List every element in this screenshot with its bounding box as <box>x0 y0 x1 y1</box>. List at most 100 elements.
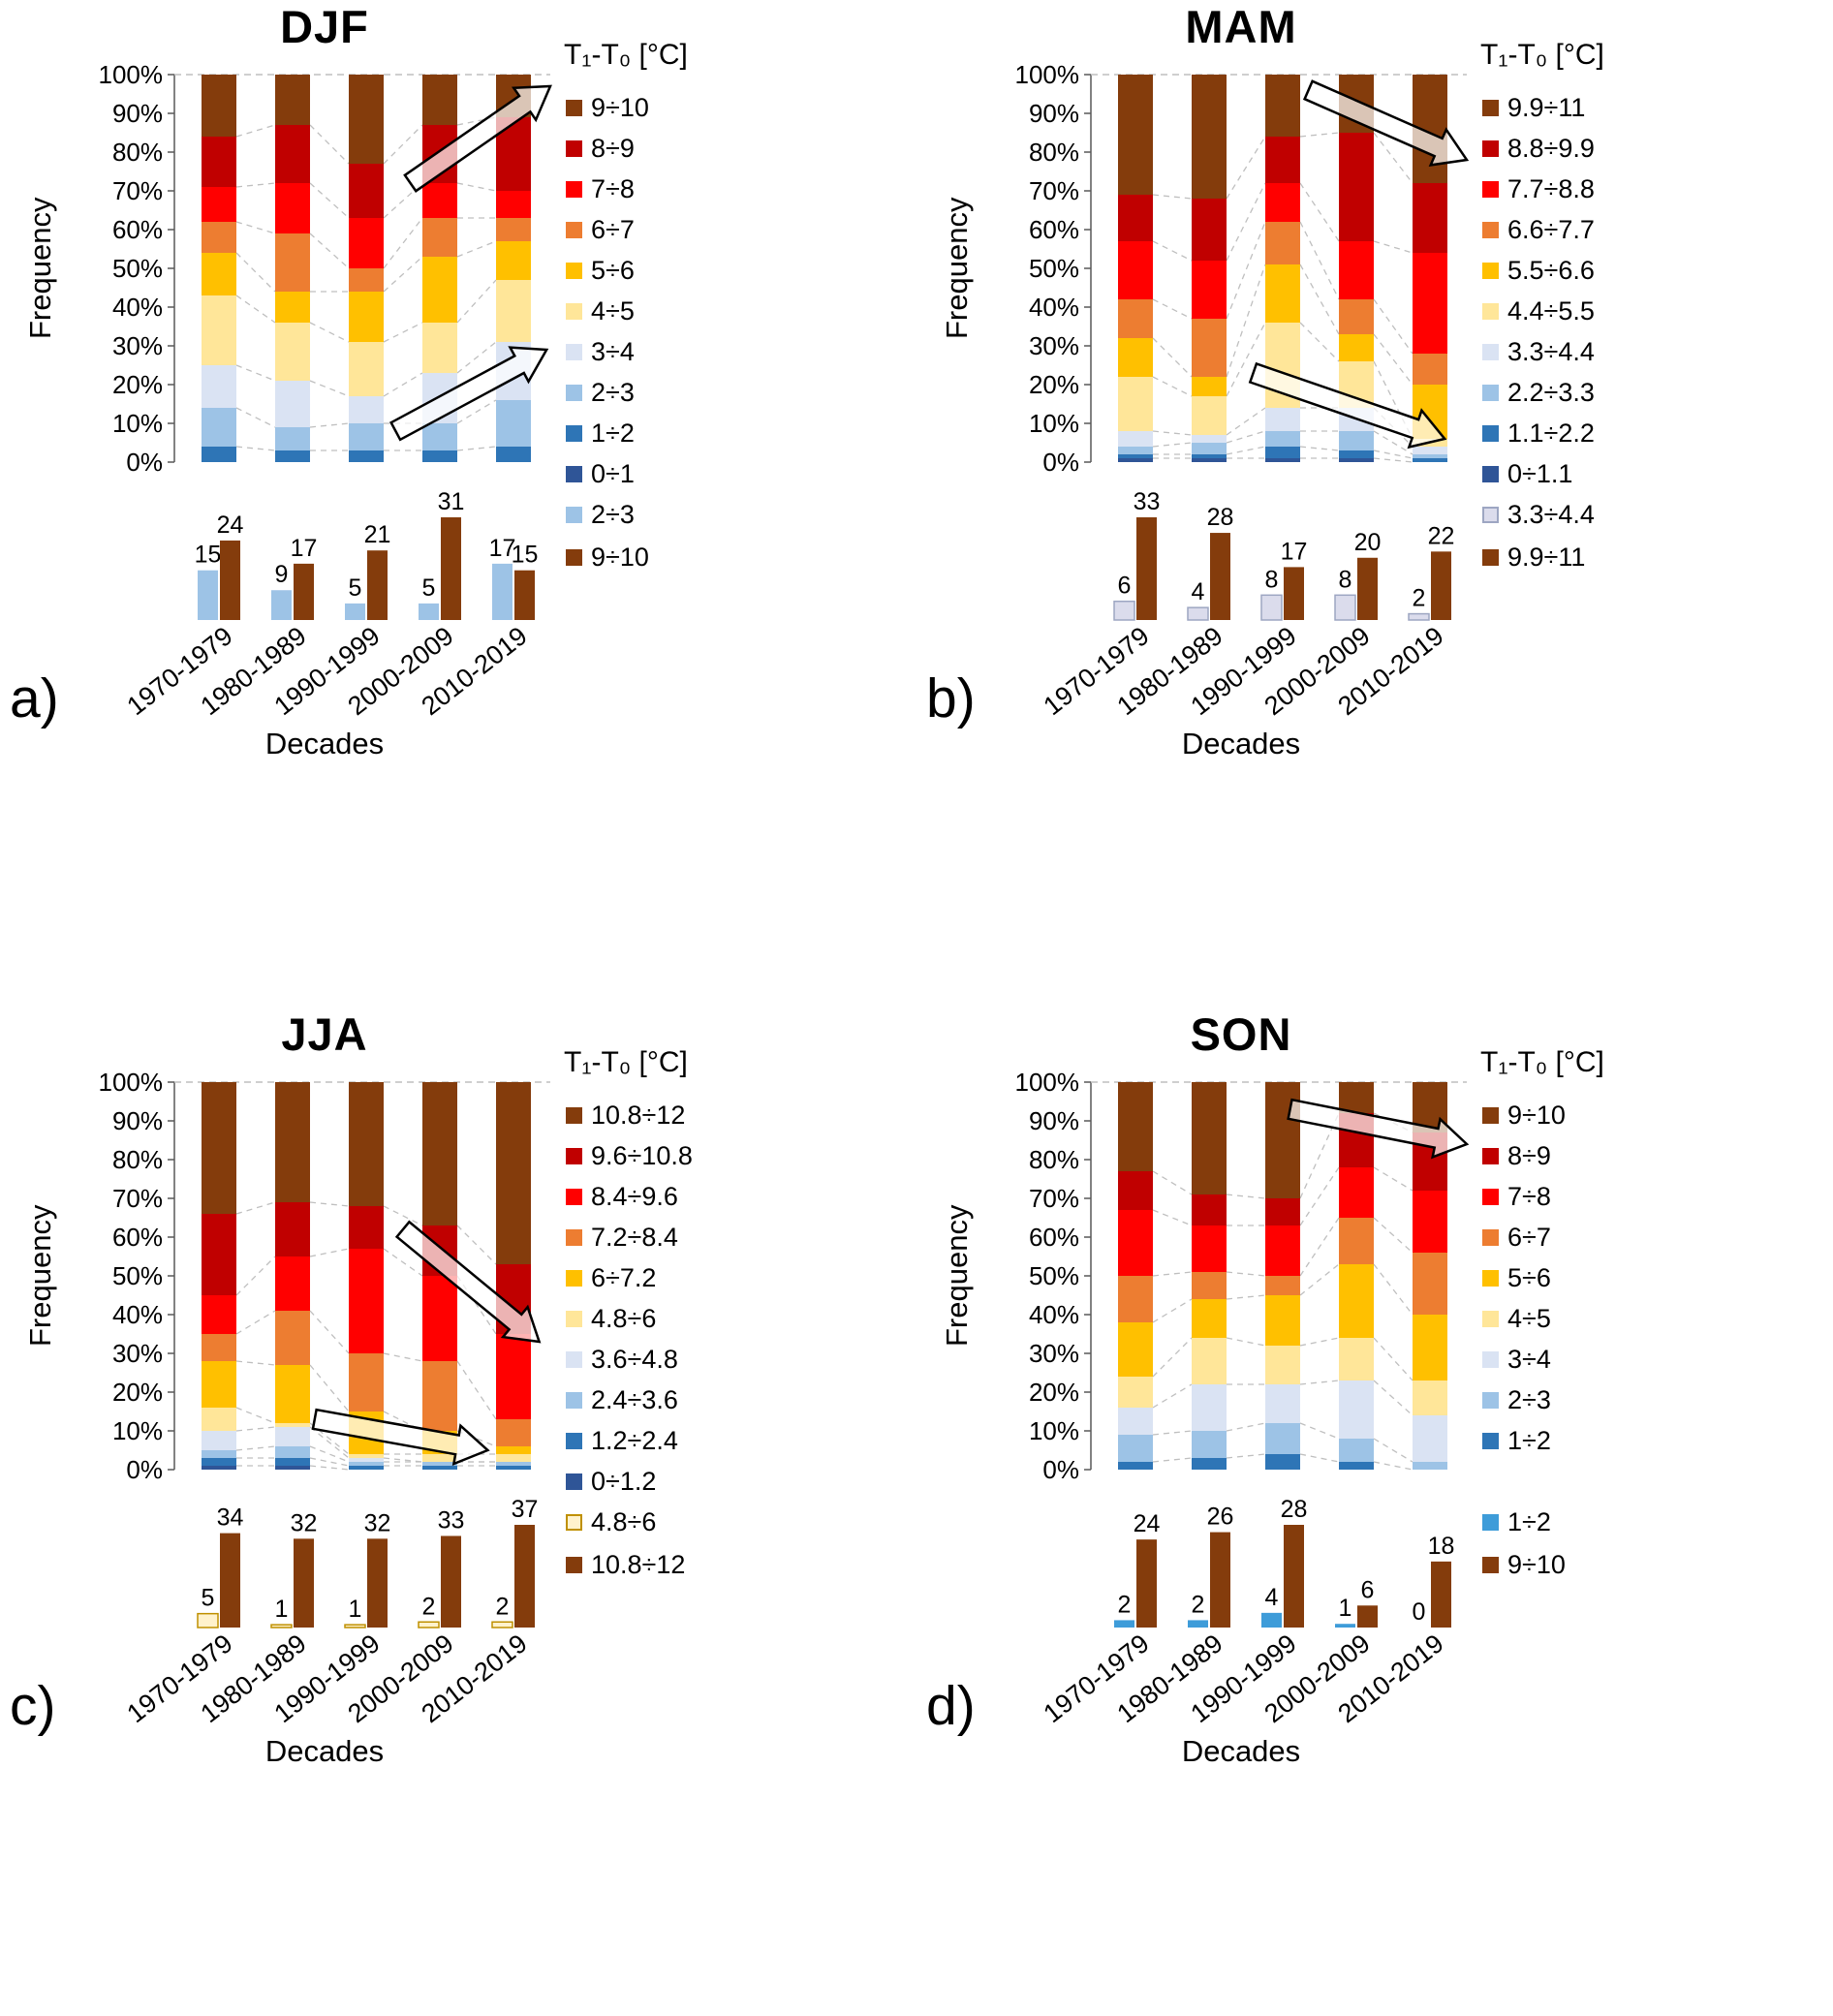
bar-segment <box>202 447 236 462</box>
bar-segment <box>1339 1218 1374 1264</box>
y-axis-title: Frequency <box>940 197 974 339</box>
count-label: 15 <box>512 542 539 569</box>
bar-segment <box>202 1458 236 1466</box>
legend-item: 0÷1.2 <box>566 1467 693 1497</box>
count-label: 32 <box>364 1509 391 1536</box>
connector-line <box>309 1457 350 1467</box>
legend-label: 6÷7 <box>1507 1223 1551 1252</box>
bin-legend: 9÷10 8÷9 7÷8 6÷7 5÷6 4÷5 3÷4 2÷3 1÷2 <box>1482 1101 1566 1456</box>
legend-swatch <box>566 181 582 198</box>
bar-segment <box>349 1249 384 1353</box>
y-axis-title: Frequency <box>23 197 57 339</box>
connector-line <box>456 399 497 424</box>
connector-line <box>235 407 276 428</box>
bar-segment <box>349 218 384 268</box>
connector-line <box>1299 322 1340 362</box>
count-label: 33 <box>438 1506 465 1534</box>
connector-line <box>383 1457 423 1463</box>
bar-segment <box>1413 458 1447 462</box>
bar-segment <box>202 1431 236 1450</box>
legend-swatch <box>566 507 582 523</box>
legend-swatch <box>1482 100 1499 116</box>
count-label: 15 <box>195 542 222 569</box>
axis-tick-label: 30% <box>112 1339 163 1368</box>
bar-segment <box>1192 319 1227 377</box>
connector-line <box>1299 1422 1340 1440</box>
bar-segment <box>1192 1338 1227 1384</box>
legend-item: 3.6÷4.8 <box>566 1345 693 1375</box>
panel-title: SON <box>1190 1008 1292 1060</box>
connector-line <box>1373 457 1414 463</box>
legend-swatch <box>1482 303 1499 320</box>
legend-label: 5÷6 <box>591 256 635 285</box>
legend-label: 9.9÷11 <box>1507 93 1586 122</box>
bar-segment <box>1265 1384 1300 1423</box>
bar-segment <box>202 408 236 447</box>
legend-item: 1÷2 <box>1482 1426 1566 1456</box>
connector-line <box>235 1310 276 1335</box>
bar-segment <box>275 1466 310 1470</box>
connector-line <box>1152 442 1193 448</box>
panel-letter: c) <box>10 1675 56 1737</box>
connector-line <box>309 1248 350 1257</box>
bar-segment <box>1118 458 1153 462</box>
bar-segment <box>1413 1253 1447 1315</box>
bar-segment <box>496 1446 531 1454</box>
legend-swatch <box>1482 1311 1499 1327</box>
count-label: 24 <box>1134 1510 1161 1537</box>
count-bar <box>344 1624 366 1628</box>
count-label: 1 <box>349 1596 362 1623</box>
counts-legend: 2÷3 9÷10 <box>566 500 649 573</box>
count-label: 33 <box>1134 488 1161 515</box>
count-bar <box>441 1535 461 1628</box>
legend-swatch <box>1482 344 1499 360</box>
connector-line <box>235 364 276 382</box>
legend-swatch <box>1482 1392 1499 1409</box>
bar-segment <box>275 125 310 183</box>
connector-line <box>1373 1438 1414 1463</box>
count-bar <box>198 570 218 620</box>
count-bar <box>1114 1620 1134 1628</box>
count-bar <box>1113 600 1135 621</box>
legend-swatch <box>566 425 582 442</box>
legend-item: 7.7÷8.8 <box>1482 174 1595 204</box>
count-label: 4 <box>1192 578 1205 605</box>
legend-item: 10.8÷12 <box>566 1101 693 1131</box>
count-bar <box>441 517 461 620</box>
count-label: 28 <box>1281 1496 1308 1523</box>
trend-arrow <box>394 1220 542 1344</box>
connector-line <box>383 1205 423 1226</box>
count-bar <box>271 590 292 620</box>
count-label: 9 <box>275 561 289 588</box>
bar-segment <box>496 1462 531 1466</box>
axis-tick-label: 20% <box>112 370 163 399</box>
connector-line <box>1373 450 1414 459</box>
connector-line <box>309 1465 350 1471</box>
bar-segment <box>1339 1462 1374 1470</box>
legend-label: 2.4÷3.6 <box>591 1385 678 1414</box>
bar-segment <box>349 268 384 292</box>
bar-segment <box>1192 1299 1227 1338</box>
bar-segment <box>275 233 310 292</box>
count-label: 1 <box>275 1596 289 1623</box>
axis-tick-label: 0% <box>1042 1455 1079 1484</box>
connector-line <box>1226 182 1266 262</box>
count-bar <box>197 1612 219 1628</box>
legend-item: 1÷2 <box>566 419 649 449</box>
connector-line <box>456 1360 497 1420</box>
connector-line <box>456 1225 497 1265</box>
legend-swatch <box>566 263 582 279</box>
connector-line <box>1152 1430 1193 1436</box>
connector-line <box>1373 407 1414 448</box>
bar-segment <box>1339 431 1374 450</box>
axis-tick-label: 10% <box>1029 1416 1079 1445</box>
bar-segment <box>275 450 310 462</box>
bar-segment <box>275 1311 310 1365</box>
legend-item: 7÷8 <box>566 174 649 204</box>
count-bar <box>367 1538 388 1628</box>
bar-segment <box>202 187 236 222</box>
bar-segment <box>1413 253 1447 354</box>
connector-line <box>309 1310 350 1354</box>
legend-label: 5.5÷6.6 <box>1507 256 1595 285</box>
